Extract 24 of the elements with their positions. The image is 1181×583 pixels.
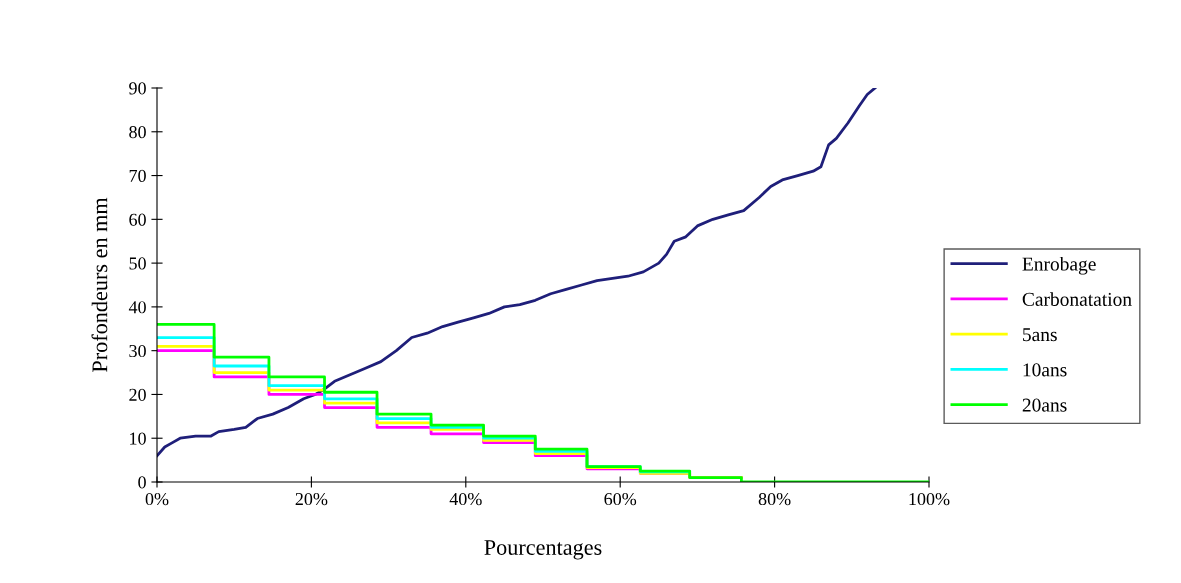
legend-label: Enrobage (1022, 256, 1096, 275)
y-tick-label: 30 (129, 344, 146, 358)
y-tick-label: 60 (129, 213, 146, 226)
legend-label: 20ans (1022, 398, 1067, 412)
x-tick-label: 100% (909, 492, 950, 506)
y-tick-label: 40 (128, 301, 146, 314)
legend-label: Carbonatation (1022, 292, 1132, 306)
y-tick-label: 0 (138, 476, 146, 489)
x-axis-title: Pourcentages (484, 540, 602, 560)
y-axis-title: Profondeurs en mm (91, 197, 108, 372)
y-tick-label: 10 (130, 432, 146, 445)
y-tick-label: 70 (129, 169, 146, 182)
line-series (157, 88, 877, 458)
x-tick-label: 40% (449, 492, 482, 506)
x-tick-label: 80% (758, 492, 791, 506)
x-tick-label: 60% (604, 492, 637, 506)
y-tick-label: 90 (129, 82, 146, 95)
x-tick-label: 0% (145, 492, 169, 506)
y-tick-label: 80 (129, 126, 146, 139)
legend-label: 10ans (1023, 363, 1067, 377)
y-tick-label: 50 (129, 257, 146, 270)
legend-label: 5ans (1023, 328, 1057, 342)
y-tick-label: 20 (129, 388, 146, 401)
x-tick-label: 20% (295, 492, 328, 506)
